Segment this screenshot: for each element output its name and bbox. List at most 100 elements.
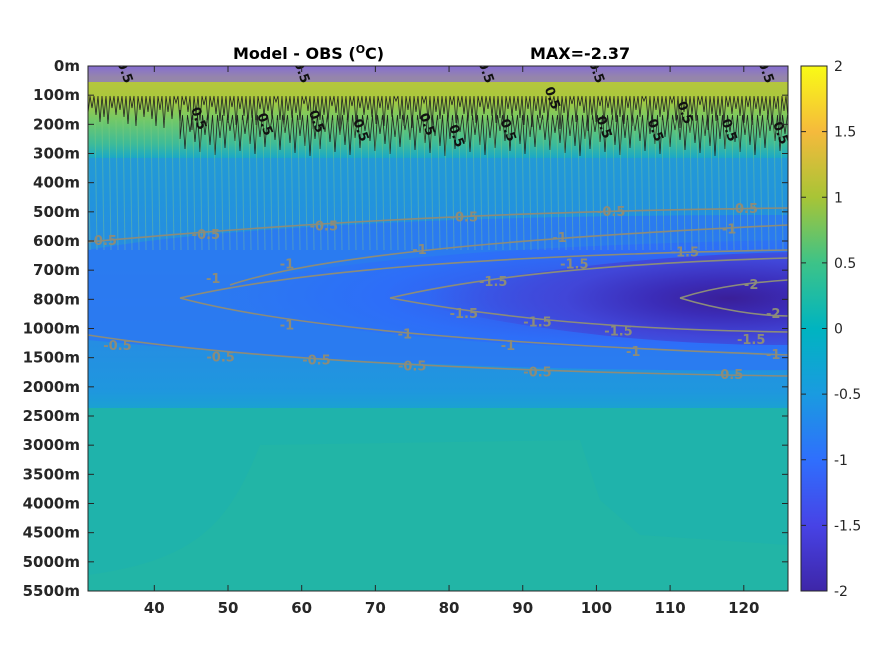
contour-label: -1	[280, 257, 294, 272]
surface-streak	[703, 119, 707, 251]
surface-streak	[521, 119, 525, 251]
contour-line	[179, 297, 788, 356]
chart-title: Model - OBS (OC)	[233, 43, 384, 63]
surface-streak	[528, 119, 532, 251]
y-tick-label: 4000m	[23, 495, 80, 513]
surface-streak	[584, 119, 588, 251]
contour-label: 0.5	[497, 117, 519, 144]
contour-label: -1	[280, 319, 294, 334]
surface-streak	[192, 119, 196, 251]
contour-label: 0.5	[644, 117, 666, 144]
deep-wedge	[88, 440, 788, 591]
surface-streak	[276, 119, 280, 251]
surface-streak	[402, 119, 406, 251]
surface-streak	[297, 119, 301, 251]
surface-streak	[381, 119, 385, 251]
surface-streak	[472, 119, 476, 251]
surface-streak	[549, 119, 553, 251]
contour-label: -1	[626, 345, 640, 360]
contour-label: -1	[412, 243, 426, 258]
y-tick-label: 0m	[54, 57, 80, 75]
surface-streak	[129, 119, 133, 251]
contour-label: 0.5	[592, 114, 614, 141]
contour-line	[389, 297, 788, 333]
surface-streak	[325, 119, 329, 251]
colorbar-tick-label: -1	[834, 453, 848, 469]
x-tick-label: 110	[654, 599, 685, 617]
surface-streak	[514, 119, 518, 251]
surface-streak	[479, 119, 483, 251]
surface-streak	[612, 119, 616, 251]
surface-streak	[423, 119, 427, 251]
surface-streak	[556, 119, 560, 251]
surface-streak	[619, 119, 623, 251]
surface-streak	[605, 119, 609, 251]
surface-streak	[535, 119, 539, 251]
x-tick-label: 70	[365, 599, 386, 617]
surface-streak	[136, 119, 140, 251]
surface-streak	[395, 119, 399, 251]
surface-streak	[171, 119, 175, 251]
surface-streak	[500, 119, 504, 251]
contour-labels: -0.5 -0.5-0.5-0.5 -0.5 -0.5-1-1-1-1-1-1.5-1…	[89, 66, 788, 383]
y-tick-label: 2500m	[23, 407, 80, 425]
surface-streak	[185, 119, 189, 251]
surface-purple-band	[88, 66, 788, 82]
surface-streak	[332, 119, 336, 251]
contour-label: -0.5	[310, 219, 338, 234]
contour-label: -0.5	[302, 354, 330, 369]
surface-streak	[269, 119, 273, 251]
surface-streak	[227, 119, 231, 251]
surface-streak	[199, 119, 203, 251]
surface-streak	[234, 119, 238, 251]
surface-streak	[493, 119, 497, 251]
surface-streak	[773, 119, 777, 251]
x-tick-label: 100	[581, 599, 612, 617]
y-tick-label: 4500m	[23, 524, 80, 542]
y-tick-label: 400m	[33, 174, 80, 192]
surface-streak	[591, 119, 595, 251]
contour-label: -1	[552, 231, 566, 246]
surface-streak	[563, 119, 567, 251]
colorbar-tick-label: 1	[834, 190, 843, 206]
colorbar-tick-label: -1.5	[834, 518, 861, 534]
surface-streak	[577, 119, 581, 251]
surface-streak	[353, 119, 357, 251]
surface-streak	[661, 119, 665, 251]
surface-streak	[640, 119, 644, 251]
surface-streak	[157, 119, 161, 251]
surface-streak	[486, 119, 490, 251]
contour-label: 0.5	[305, 108, 327, 135]
contour-label: -1.5	[479, 275, 507, 290]
surface-streak	[451, 119, 455, 251]
contour-lines	[88, 207, 788, 377]
surface-streak	[416, 119, 420, 251]
surface-streak	[143, 119, 147, 251]
surface-streak	[150, 119, 154, 251]
contour-label: -1	[501, 339, 515, 354]
contour-label: -0.5	[206, 351, 234, 366]
surface-streak	[598, 119, 602, 251]
surface-streak	[696, 119, 700, 251]
surface-streak	[367, 119, 371, 251]
surface-streak	[241, 119, 245, 251]
surface-contour-line	[179, 110, 788, 157]
contour-label: -0.5	[89, 234, 117, 249]
surface-streak	[283, 119, 287, 251]
colorbar-tick-label: -0.5	[834, 387, 861, 403]
contour-label: 0.5	[541, 85, 563, 112]
surface-streak	[542, 119, 546, 251]
surface-streak	[304, 119, 308, 251]
cold-tongue-core	[390, 252, 788, 345]
title-main: Model - OBS (	[233, 44, 356, 63]
surface-streak	[101, 119, 105, 251]
surface-streak	[458, 119, 462, 251]
contour-line	[679, 297, 788, 317]
surface-streak	[290, 119, 294, 251]
contour-label: -1.5	[450, 307, 478, 322]
contour-line	[679, 279, 788, 299]
surface-streak	[675, 119, 679, 251]
contour-line	[88, 207, 788, 243]
surface-streak	[745, 119, 749, 251]
y-tick-label: 100m	[33, 86, 80, 104]
